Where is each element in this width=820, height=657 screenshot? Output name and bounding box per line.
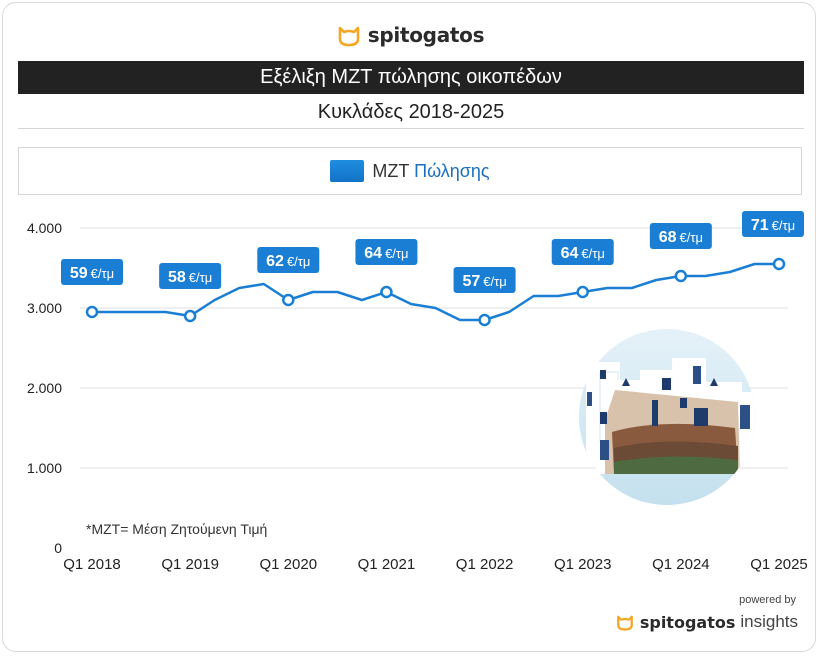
data-label-value: 58 (168, 269, 186, 286)
data-label-value: 62 (266, 253, 284, 270)
data-point (85, 305, 99, 319)
x-tick-label: Q1 2025 (750, 556, 808, 573)
x-tick-label: Q1 2022 (456, 556, 514, 573)
data-label-unit: €/τμ (189, 270, 212, 285)
x-tick-label: Q1 2024 (652, 556, 710, 573)
data-label-box (159, 263, 222, 289)
legend-prefix: ΜΖΤ (372, 160, 410, 181)
brand-logo: spitogatos (0, 20, 820, 50)
series-line (92, 262, 779, 322)
y-tick-label: 0 (54, 540, 62, 556)
footer-product: insights (740, 612, 798, 631)
data-label-unit: €/τμ (483, 274, 506, 289)
data-label: 62 €/τμ (257, 247, 320, 273)
data-label-text: 58 €/τμ (168, 269, 212, 286)
data-label-text: 71 €/τμ (751, 217, 795, 234)
data-label: 58 €/τμ (159, 263, 222, 289)
data-label-value: 71 (751, 217, 769, 234)
data-label-value: 64 (364, 245, 382, 262)
data-label-unit: €/τμ (680, 230, 703, 245)
y-tick-label: 2.000 (27, 380, 62, 396)
chart-title: Εξέλιξη ΜΖΤ πώλησης οικοπέδων (18, 61, 804, 94)
chart-subtitle: Κυκλάδες 2018-2025 (18, 96, 804, 129)
data-label: 59 €/τμ (61, 259, 123, 285)
data-label-value: 68 (659, 229, 677, 246)
x-axis: Q1 2018 Q1 2019 Q1 2020 Q1 2021 Q1 2022 Q1 20… (63, 556, 808, 573)
x-tick-label: Q1 2023 (554, 556, 612, 573)
data-label: 64 €/τμ (355, 239, 418, 265)
data-label-box (257, 247, 320, 273)
data-point (772, 257, 786, 271)
data-label-value: 59 (70, 265, 88, 282)
data-label-value: 57 (462, 273, 480, 290)
data-label-text: 59 €/τμ (70, 265, 114, 282)
legend-suffix: Πώλησης (414, 160, 490, 181)
data-label-text: 64 €/τμ (561, 245, 605, 262)
data-label: 68 €/τμ (649, 223, 712, 249)
y-tick-label: 3.000 (27, 300, 62, 316)
data-point (183, 309, 197, 323)
data-label-box (61, 259, 123, 285)
x-tick-label: Q1 2019 (161, 556, 219, 573)
data-label: 71 €/τμ (742, 211, 804, 237)
footnote: *ΜΖΤ= Μέση Ζητούμενη Τιμή (86, 521, 268, 537)
data-label: 64 €/τμ (551, 239, 614, 265)
data-label-box (649, 223, 712, 249)
data-point (674, 269, 688, 283)
y-tick-label: 1.000 (27, 460, 62, 476)
data-point (380, 285, 393, 299)
series-markers (85, 257, 786, 327)
footer-brand: spitogatos (639, 612, 736, 632)
data-label-text: 68 €/τμ (659, 229, 703, 246)
brand-name: spitogatos (367, 23, 485, 47)
data-label-text: 62 €/τμ (266, 253, 310, 270)
cat-logo-icon (616, 615, 633, 631)
legend-swatch (330, 160, 365, 182)
y-tick-label: 4.000 (27, 220, 62, 236)
data-label-value: 64 (561, 245, 579, 262)
data-label-unit: €/τμ (91, 266, 114, 281)
data-point (478, 313, 491, 327)
data-label-unit: €/τμ (581, 246, 604, 261)
data-label: 57 €/τμ (453, 267, 516, 293)
data-label-box (355, 239, 418, 265)
data-label-box (453, 267, 516, 293)
data-label-text: 64 €/τμ (364, 245, 408, 262)
data-label-unit: €/τμ (772, 218, 795, 233)
data-label-unit: €/τμ (385, 246, 408, 261)
x-tick-label: Q1 2018 (63, 556, 121, 573)
cycladic-houses-illustration (579, 329, 755, 505)
insights-logo: spitogatos insights (615, 611, 798, 633)
cat-logo-icon (338, 26, 360, 47)
x-tick-label: Q1 2020 (260, 556, 318, 573)
data-label-text: 57 €/τμ (462, 273, 506, 290)
chart-legend: ΜΖΤ Πώλησης (18, 147, 802, 195)
y-axis: 0 1.000 2.000 3.000 4.000 (27, 220, 62, 556)
legend-label: ΜΖΤ Πώλησης (372, 161, 489, 182)
x-tick-label: Q1 2021 (358, 556, 416, 573)
data-label-box (551, 239, 614, 265)
powered-by-text: powered by (739, 594, 796, 606)
data-label-box (742, 211, 804, 237)
data-point (282, 293, 295, 307)
data-point (576, 285, 589, 299)
data-label-unit: €/τμ (287, 254, 310, 269)
